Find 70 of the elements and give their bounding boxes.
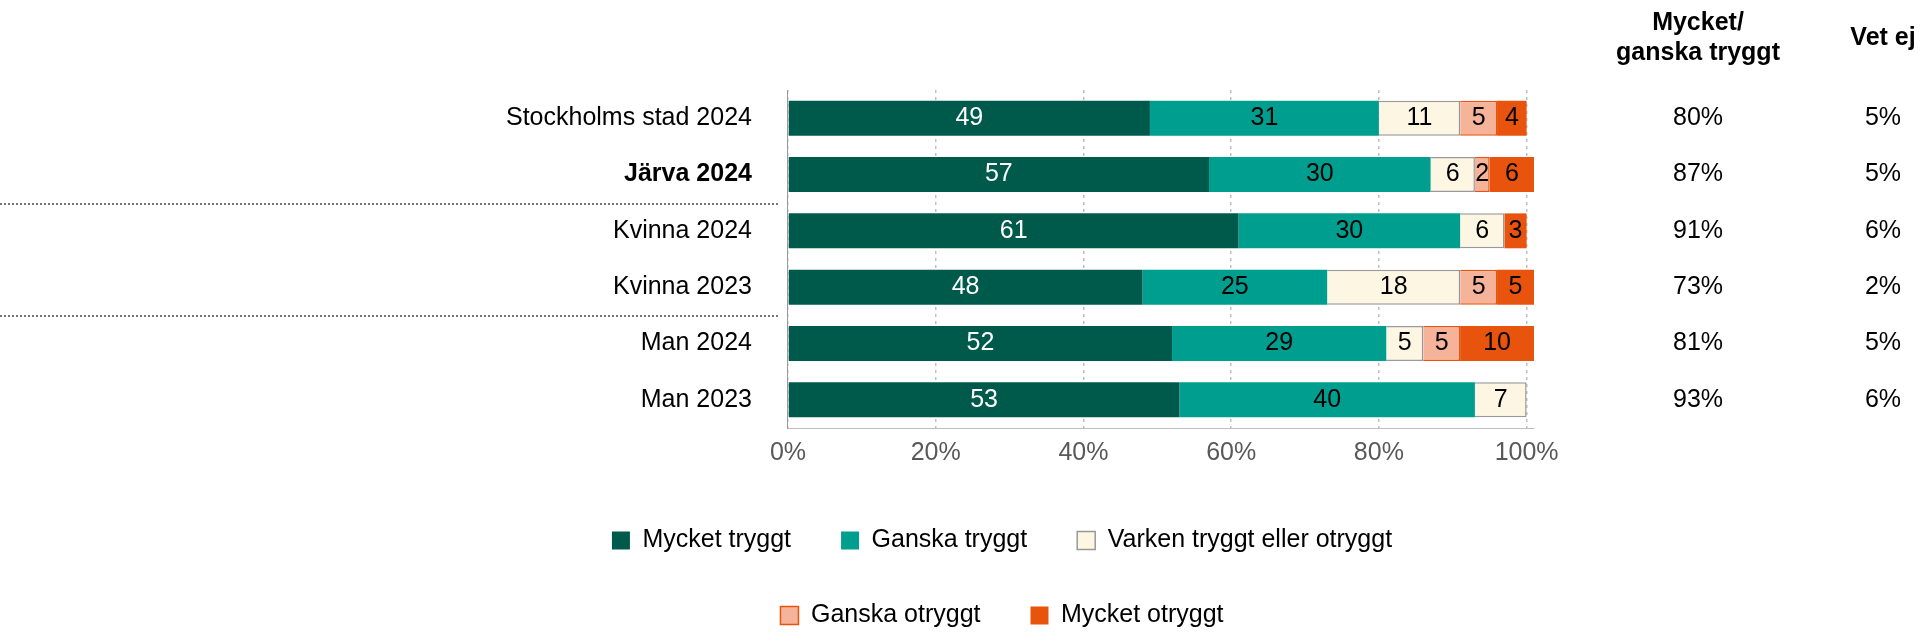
data-label: 11 bbox=[1406, 102, 1433, 131]
x-tick-label: 60% bbox=[1206, 436, 1257, 465]
legend-label: Ganska tryggt bbox=[871, 524, 1028, 553]
data-label: 49 bbox=[955, 102, 984, 131]
data-label: 5 bbox=[1471, 102, 1486, 131]
legend-label: Mycket otryggt bbox=[1060, 599, 1224, 628]
text: Mycket/ ganska tryggt bbox=[1616, 6, 1781, 65]
text: 5% bbox=[1864, 102, 1902, 131]
bar bbox=[1209, 157, 1431, 192]
bar bbox=[788, 269, 1143, 305]
text: 5% bbox=[1864, 158, 1902, 187]
text: 87% bbox=[1672, 158, 1724, 187]
bar bbox=[788, 157, 1209, 192]
bar bbox=[1238, 213, 1461, 249]
bar bbox=[1149, 100, 1379, 136]
text: 73% bbox=[1672, 271, 1724, 300]
y-tick-label: Man 2024 bbox=[640, 327, 753, 356]
data-label: 10 bbox=[1483, 327, 1511, 356]
x-tick-label: 0% bbox=[769, 436, 807, 465]
text: 93% bbox=[1672, 383, 1724, 412]
data-label: 30 bbox=[1305, 158, 1334, 187]
data-label: 30 bbox=[1335, 214, 1364, 243]
data-label: 6 bbox=[1445, 158, 1460, 187]
data-label: 31 bbox=[1250, 102, 1279, 131]
data-label: 57 bbox=[984, 158, 1013, 187]
data-label: 7 bbox=[1493, 383, 1508, 412]
bar bbox=[788, 382, 1180, 418]
legend-label: Ganska otryggt bbox=[810, 599, 981, 628]
x-tick-label: 100% bbox=[1494, 436, 1559, 465]
text: 91% bbox=[1672, 214, 1724, 243]
data-label: 6 bbox=[1504, 158, 1519, 187]
bar bbox=[1179, 382, 1475, 418]
text: Vet ej bbox=[1850, 21, 1916, 50]
x-tick-label: 80% bbox=[1353, 436, 1404, 465]
y-tick-label: Kvinna 2024 bbox=[612, 214, 753, 243]
bar bbox=[1172, 326, 1387, 361]
text: 81% bbox=[1672, 327, 1724, 356]
text: 2% bbox=[1864, 271, 1902, 300]
y-tick-label: Man 2023 bbox=[640, 383, 752, 412]
data-label: 52 bbox=[966, 327, 995, 356]
x-tick-label: 40% bbox=[1058, 436, 1109, 465]
legend-label: Varken tryggt eller otryggt bbox=[1107, 524, 1393, 553]
bar bbox=[788, 326, 1173, 361]
text: 6% bbox=[1864, 214, 1902, 243]
y-tick-label: Kvinna 2023 bbox=[612, 271, 752, 300]
y-tick-label: Järva 2024 bbox=[624, 158, 753, 187]
data-label: 4 bbox=[1504, 102, 1519, 131]
data-label: 48 bbox=[951, 271, 980, 300]
data-label: 2 bbox=[1475, 158, 1490, 187]
data-label: 5 bbox=[1471, 271, 1486, 300]
data-label: 18 bbox=[1379, 271, 1408, 300]
x-tick-label: 20% bbox=[910, 436, 961, 465]
bar bbox=[1142, 269, 1328, 305]
data-label: 5 bbox=[1397, 327, 1412, 356]
legend-label: Mycket tryggt bbox=[642, 524, 792, 553]
data-label: 53 bbox=[970, 383, 998, 412]
text: 5% bbox=[1864, 327, 1902, 356]
text: 80% bbox=[1672, 102, 1724, 131]
data-label: 40 bbox=[1313, 383, 1342, 412]
data-label: 6 bbox=[1475, 214, 1490, 243]
data-label: 3 bbox=[1508, 214, 1523, 243]
data-label: 25 bbox=[1220, 271, 1249, 300]
data-label: 5 bbox=[1434, 327, 1449, 356]
y-tick-label: Stockholms stad 2024 bbox=[505, 102, 753, 131]
bar bbox=[788, 213, 1239, 249]
bar bbox=[788, 100, 1150, 136]
data-label: 61 bbox=[999, 214, 1028, 243]
text: 6% bbox=[1864, 383, 1902, 412]
data-label: 5 bbox=[1508, 271, 1523, 300]
data-label: 29 bbox=[1265, 327, 1294, 356]
